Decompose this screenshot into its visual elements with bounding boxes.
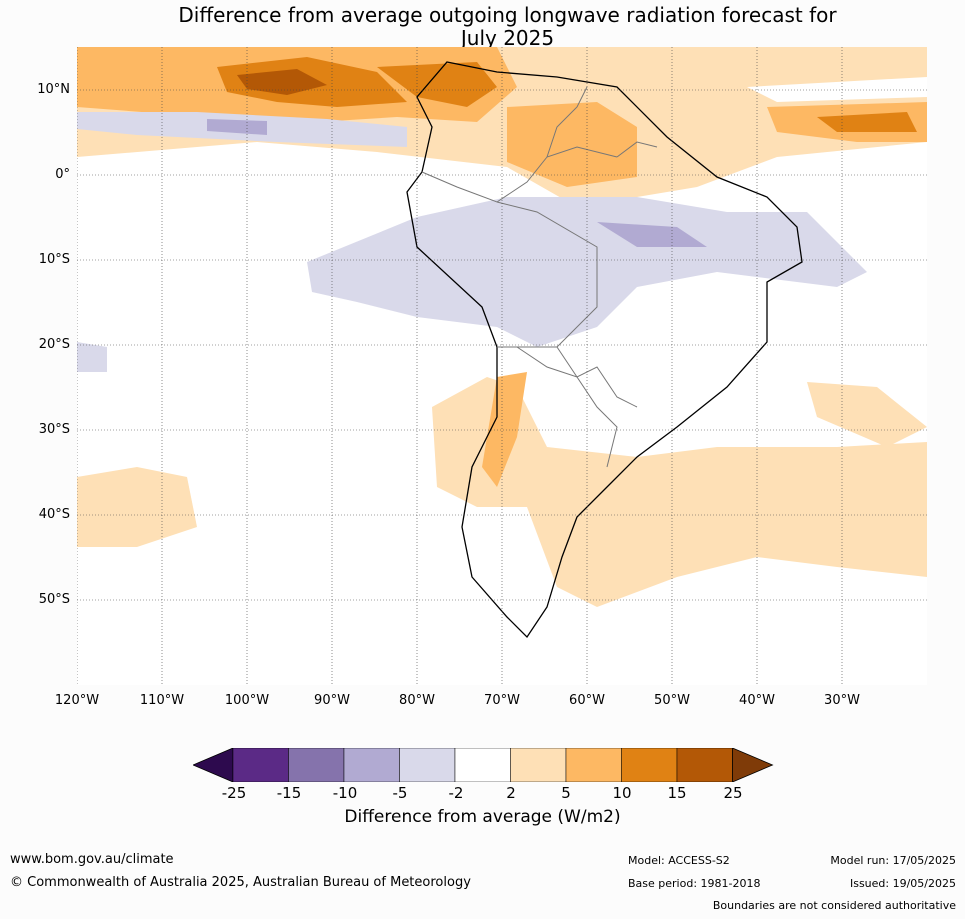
title-line-1: Difference from average outgoing longwav…: [178, 3, 837, 27]
website-link[interactable]: www.bom.gov.au/climate: [10, 852, 174, 867]
colorbar-label-minus2: -2: [448, 784, 464, 802]
lon-label-90w: 90°W: [314, 693, 350, 708]
anomaly-southern-positive: [432, 377, 927, 607]
map-title: Difference from average outgoing longwav…: [0, 4, 965, 50]
colorbar-segment-3: [343, 748, 400, 782]
lon-label-30w: 30°W: [824, 693, 860, 708]
colorbar-title: Difference from average (W/m2): [344, 807, 621, 827]
colorbar-label-5: 5: [561, 784, 571, 802]
colorbar-segment-4: [399, 748, 456, 782]
colorbar-label-minus15: -15: [276, 784, 302, 802]
lon-label-70w: 70°W: [484, 693, 520, 708]
lat-label-10s: 10°S: [38, 252, 70, 267]
title-line-2: July 2025: [460, 26, 555, 50]
lat-label-20s: 20°S: [38, 337, 70, 352]
colorbar-segment-7: [565, 748, 622, 782]
lon-label-40w: 40°W: [739, 693, 775, 708]
lon-label-60w: 60°W: [569, 693, 605, 708]
lat-label-30s: 30°S: [38, 422, 70, 437]
colorbar-segment-8: [621, 748, 678, 782]
lon-label-110w: 110°W: [139, 693, 185, 708]
colorbar-segment-1: [232, 748, 289, 782]
colorbar-label-2: 2: [506, 784, 516, 802]
colorbar: [193, 748, 774, 782]
colorbar-segment-2: [288, 748, 345, 782]
anomaly-north-darkest: [237, 69, 327, 95]
issued-text: Issued: 19/05/2025: [849, 877, 956, 890]
anomaly-south-atlantic-positive: [807, 382, 927, 447]
copyright-text: © Commonwealth of Australia 2025, Austra…: [10, 875, 471, 890]
anomaly-map: [77, 47, 927, 685]
anomaly-white-strip: [747, 77, 927, 102]
colorbar-segment-6: [510, 748, 567, 782]
anomaly-caribbean-dark: [377, 62, 497, 107]
base-period-text: Base period: 1981-2018: [628, 877, 761, 890]
colorbar-label-10: 10: [612, 784, 632, 802]
lon-label-100w: 100°W: [224, 693, 270, 708]
disclaimer-text: Boundaries are not considered authoritat…: [712, 899, 956, 912]
colorbar-label-25: 25: [723, 784, 743, 802]
anomaly-andes-orange: [482, 372, 527, 487]
graticule: [77, 47, 927, 685]
anomaly-equatorial-negative-core: [207, 119, 267, 135]
lat-label-10n: 10°N: [37, 82, 70, 97]
colorbar-label-minus25: -25: [221, 784, 247, 802]
colorbar-label-minus5: -5: [392, 784, 408, 802]
colorbar-segment-9: [676, 748, 733, 782]
colorbar-arrow-low: [193, 748, 234, 782]
colorbar-label-15: 15: [667, 784, 687, 802]
anomaly-brazil-negative-core: [597, 222, 707, 247]
anomaly-west-negative: [77, 342, 107, 372]
lat-label-40s: 40°S: [38, 507, 70, 522]
colorbar-segment-5: [454, 748, 511, 782]
lon-label-120w: 120°W: [54, 693, 100, 708]
model-run-text: Model run: 17/05/2025: [830, 854, 956, 867]
lat-label-0: 0°: [55, 167, 70, 182]
lon-label-50w: 50°W: [654, 693, 690, 708]
lon-label-80w: 80°W: [399, 693, 435, 708]
model-text: Model: ACCESS-S2: [628, 854, 730, 867]
lat-label-50s: 50°S: [38, 592, 70, 607]
colorbar-arrow-high: [732, 748, 774, 782]
anomaly-south-pacific-positive: [77, 467, 197, 547]
south-america-coastline: [406, 61, 803, 639]
colorbar-label-minus10: -10: [332, 784, 358, 802]
